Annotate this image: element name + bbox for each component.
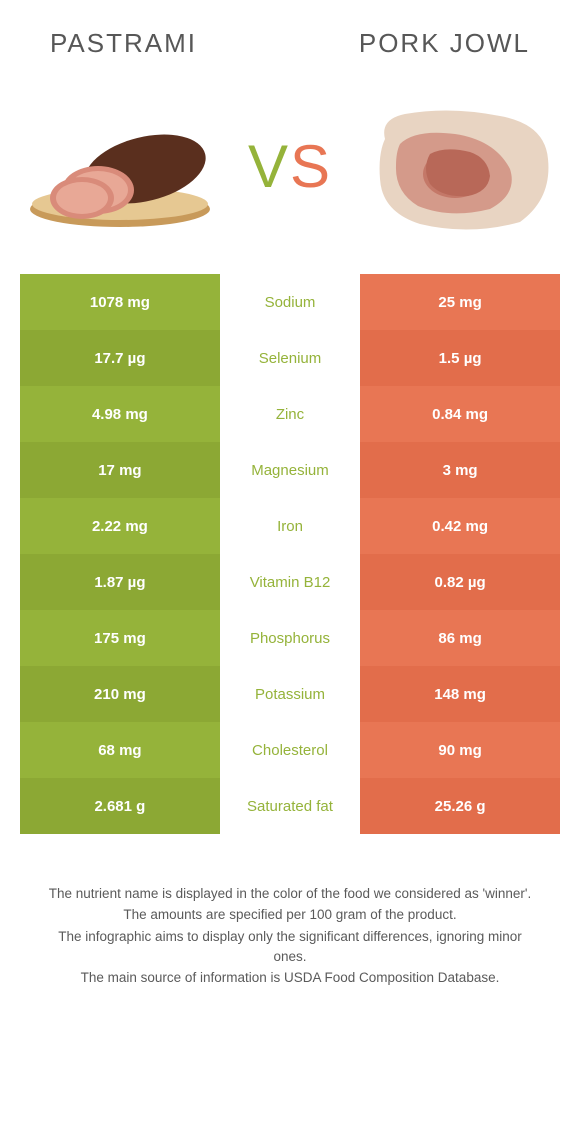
- vs-v-letter: V: [248, 133, 290, 200]
- nutrient-label-cell: Magnesium: [220, 442, 360, 498]
- right-value-cell: 25 mg: [360, 274, 560, 330]
- left-food-image: [20, 94, 220, 239]
- nutrient-label-cell: Vitamin B12: [220, 554, 360, 610]
- table-row: 17 mgMagnesium3 mg: [20, 442, 560, 498]
- table-row: 1078 mgSodium25 mg: [20, 274, 560, 330]
- nutrient-label-cell: Phosphorus: [220, 610, 360, 666]
- nutrient-label-cell: Zinc: [220, 386, 360, 442]
- left-value-cell: 4.98 mg: [20, 386, 220, 442]
- left-value-cell: 175 mg: [20, 610, 220, 666]
- footer-line-3: The infographic aims to display only the…: [40, 927, 540, 968]
- table-row: 210 mgPotassium148 mg: [20, 666, 560, 722]
- left-value-cell: 210 mg: [20, 666, 220, 722]
- left-value-cell: 1078 mg: [20, 274, 220, 330]
- nutrient-label-cell: Selenium: [220, 330, 360, 386]
- table-row: 68 mgCholesterol90 mg: [20, 722, 560, 778]
- left-food-title: Pastrami: [50, 28, 197, 59]
- nutrient-label-cell: Cholesterol: [220, 722, 360, 778]
- right-food-title: Pork jowl: [359, 28, 530, 59]
- right-value-cell: 3 mg: [360, 442, 560, 498]
- right-value-cell: 148 mg: [360, 666, 560, 722]
- footer-line-4: The main source of information is USDA F…: [40, 968, 540, 988]
- footer-notes: The nutrient name is displayed in the co…: [0, 834, 580, 988]
- nutrient-comparison-table: 1078 mgSodium25 mg17.7 µgSelenium1.5 µg4…: [20, 274, 560, 834]
- right-value-cell: 1.5 µg: [360, 330, 560, 386]
- right-value-cell: 0.42 mg: [360, 498, 560, 554]
- right-value-cell: 90 mg: [360, 722, 560, 778]
- table-row: 2.22 mgIron0.42 mg: [20, 498, 560, 554]
- vs-label: VS: [248, 132, 332, 201]
- right-value-cell: 0.84 mg: [360, 386, 560, 442]
- table-row: 1.87 µgVitamin B120.82 µg: [20, 554, 560, 610]
- table-row: 175 mgPhosphorus86 mg: [20, 610, 560, 666]
- right-value-cell: 86 mg: [360, 610, 560, 666]
- table-row: 4.98 mgZinc0.84 mg: [20, 386, 560, 442]
- right-food-image: [360, 94, 560, 239]
- right-value-cell: 25.26 g: [360, 778, 560, 834]
- left-value-cell: 2.22 mg: [20, 498, 220, 554]
- vs-s-letter: S: [290, 133, 332, 200]
- table-row: 2.681 gSaturated fat25.26 g: [20, 778, 560, 834]
- nutrient-label-cell: Iron: [220, 498, 360, 554]
- left-value-cell: 17.7 µg: [20, 330, 220, 386]
- nutrient-label-cell: Saturated fat: [220, 778, 360, 834]
- left-value-cell: 2.681 g: [20, 778, 220, 834]
- footer-line-1: The nutrient name is displayed in the co…: [40, 884, 540, 904]
- left-value-cell: 17 mg: [20, 442, 220, 498]
- table-row: 17.7 µgSelenium1.5 µg: [20, 330, 560, 386]
- left-value-cell: 68 mg: [20, 722, 220, 778]
- nutrient-label-cell: Potassium: [220, 666, 360, 722]
- left-value-cell: 1.87 µg: [20, 554, 220, 610]
- nutrient-label-cell: Sodium: [220, 274, 360, 330]
- footer-line-2: The amounts are specified per 100 gram o…: [40, 905, 540, 925]
- right-value-cell: 0.82 µg: [360, 554, 560, 610]
